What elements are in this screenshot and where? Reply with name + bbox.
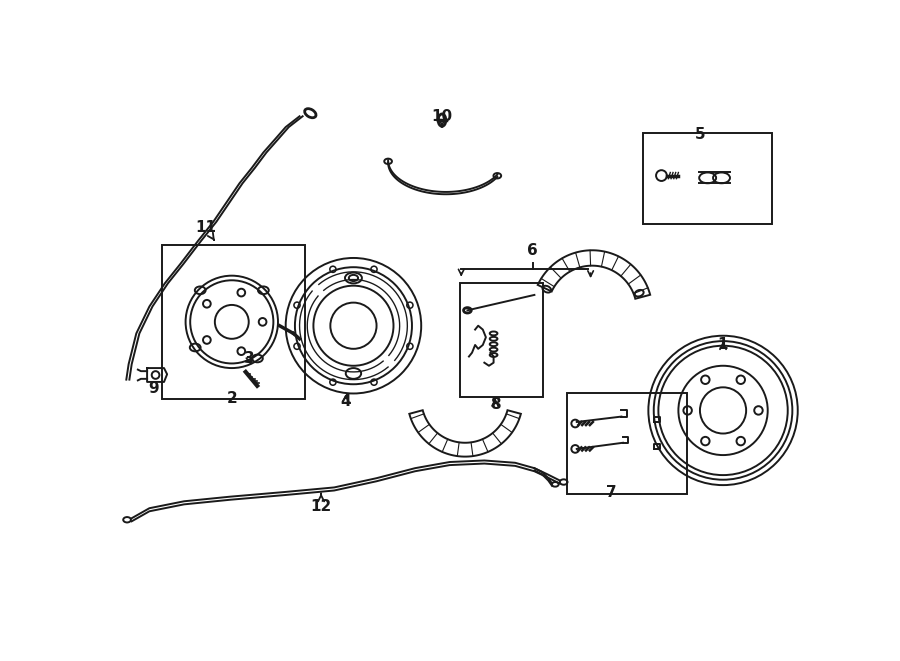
Text: 3: 3 bbox=[244, 350, 255, 366]
Bar bbox=[643, 134, 772, 224]
Text: 6: 6 bbox=[527, 243, 538, 258]
Text: 11: 11 bbox=[195, 219, 216, 240]
Text: 5: 5 bbox=[695, 128, 706, 142]
Text: 8: 8 bbox=[490, 397, 500, 412]
Text: 12: 12 bbox=[310, 494, 332, 514]
Text: 2: 2 bbox=[227, 391, 238, 406]
Text: 9: 9 bbox=[148, 381, 158, 396]
Bar bbox=[567, 393, 687, 494]
Text: 7: 7 bbox=[606, 485, 616, 500]
Text: 10: 10 bbox=[431, 109, 453, 127]
Bar bbox=[460, 284, 543, 397]
Text: 1: 1 bbox=[718, 338, 728, 352]
Bar bbox=[163, 245, 305, 399]
Text: 4: 4 bbox=[340, 394, 351, 408]
